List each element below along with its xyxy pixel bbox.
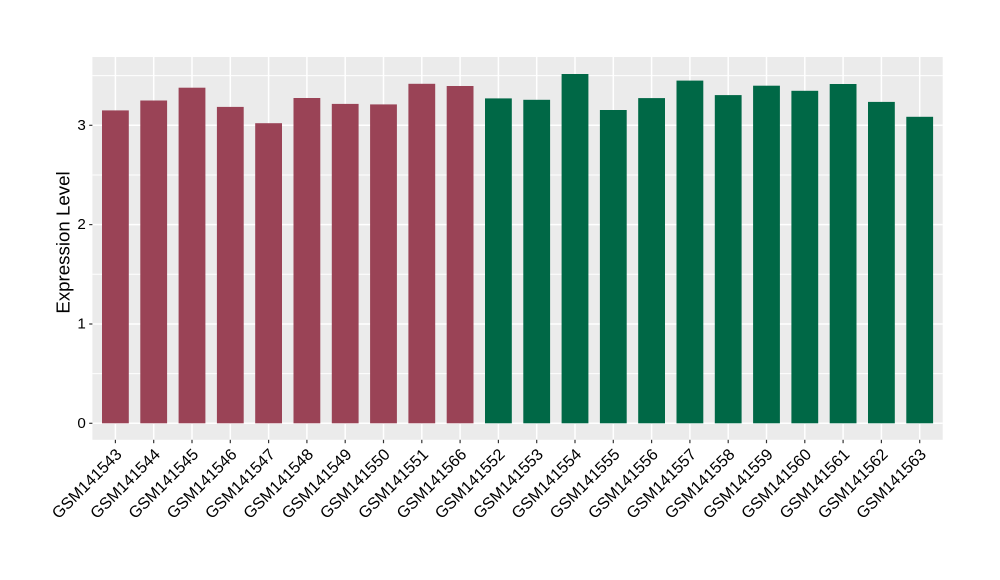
svg-text:Expression Level: Expression Level [52, 171, 73, 313]
svg-text:0: 0 [77, 415, 85, 432]
svg-text:1: 1 [77, 316, 85, 333]
svg-text:3: 3 [77, 117, 85, 134]
svg-text:2: 2 [77, 216, 85, 233]
